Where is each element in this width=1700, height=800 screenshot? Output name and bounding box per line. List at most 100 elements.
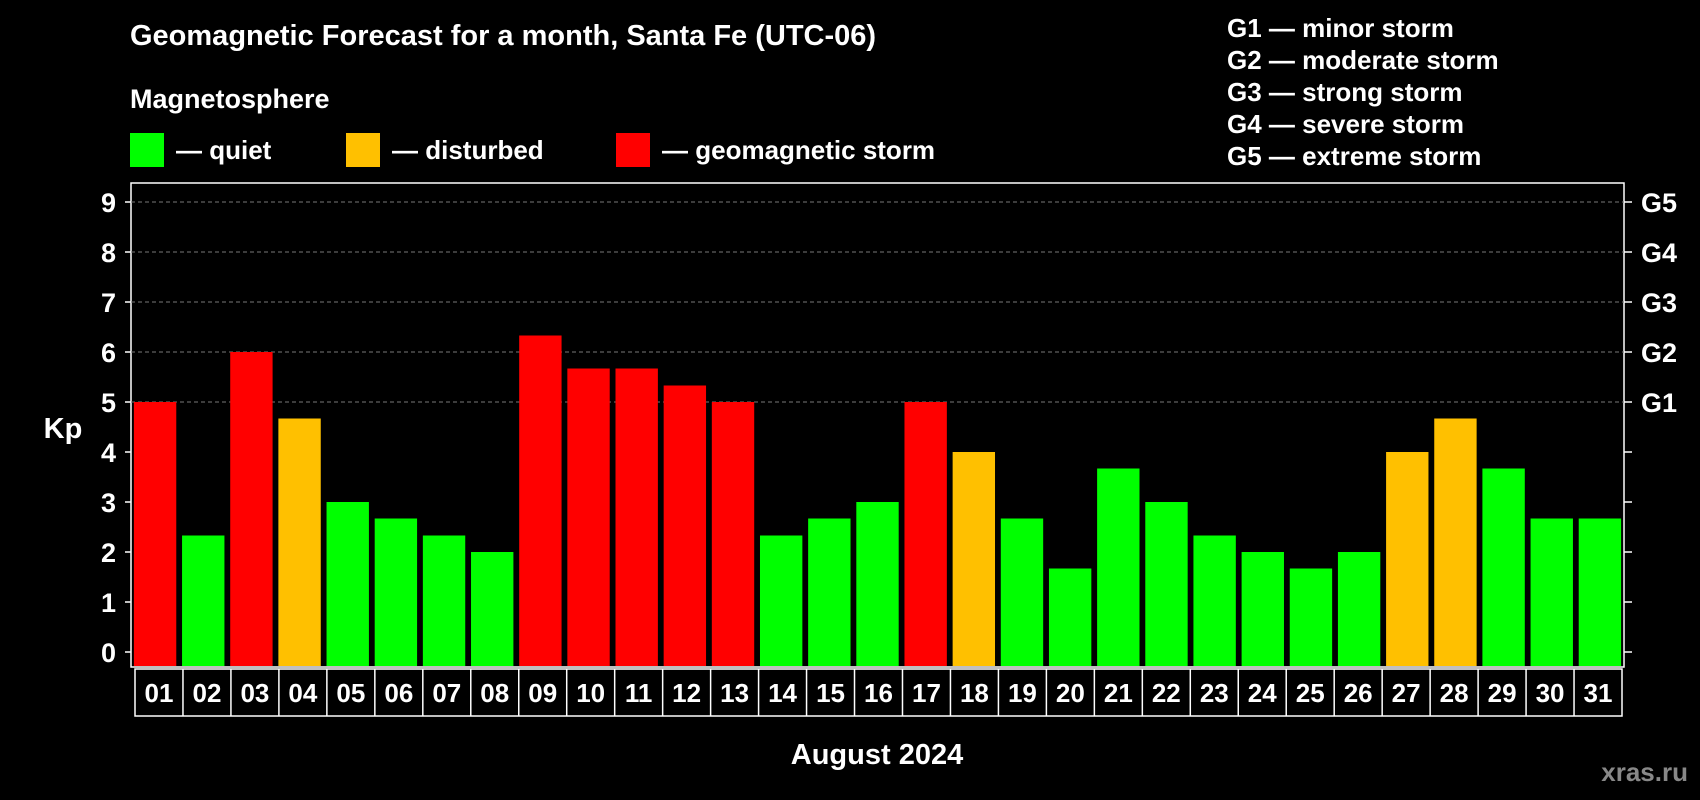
y-tick-label: 7 xyxy=(101,288,116,318)
bar-01 xyxy=(133,402,177,666)
bar-21 xyxy=(1097,468,1140,666)
storm-scale-g5: G5 — extreme storm xyxy=(1227,141,1482,171)
x-tick-label: 12 xyxy=(672,678,701,708)
y-tick-label: 6 xyxy=(101,338,116,368)
bar-14 xyxy=(759,535,803,666)
bar-29 xyxy=(1482,468,1525,666)
storm-scale-list: G1 — minor storm G2 — moderate storm G3 … xyxy=(1227,12,1499,172)
right-axis-label: G3 xyxy=(1641,288,1677,318)
x-tick-label: 10 xyxy=(576,678,605,708)
bar-27 xyxy=(1386,452,1429,666)
x-tick-label: 01 xyxy=(145,678,174,708)
chart-title: Geomagnetic Forecast for a month, Santa … xyxy=(130,20,877,52)
bar-11 xyxy=(615,368,658,666)
x-tick-label: 11 xyxy=(625,678,653,708)
y-tick-label: 5 xyxy=(101,388,116,418)
x-axis-label: August 2024 xyxy=(791,739,963,771)
legend-label-quiet: — quiet xyxy=(176,134,272,165)
bar-28 xyxy=(1434,418,1477,666)
x-tick-label: 19 xyxy=(1008,678,1037,708)
bar-17 xyxy=(904,402,947,666)
x-tick-label: 08 xyxy=(480,678,509,708)
bar-16 xyxy=(856,502,899,666)
bar-05 xyxy=(326,502,369,666)
bar-08 xyxy=(471,552,514,666)
x-tick-label: 09 xyxy=(528,678,557,708)
legend-swatch-quiet xyxy=(130,133,164,167)
right-axis-label: G1 xyxy=(1641,388,1677,418)
x-tick-label: 03 xyxy=(240,678,269,708)
y-axis-label: Kp xyxy=(44,413,83,445)
legend-swatch-disturbed xyxy=(346,133,380,167)
bar-18 xyxy=(952,452,996,666)
bar-07 xyxy=(422,535,466,666)
x-tick-label: 17 xyxy=(912,678,941,708)
legend-swatch-storm xyxy=(616,133,650,167)
plot-frame xyxy=(130,182,1625,668)
x-tick-label: 13 xyxy=(720,678,749,708)
x-category-box xyxy=(134,668,1623,717)
bar-19 xyxy=(1000,518,1044,666)
x-tick-label: 28 xyxy=(1440,678,1469,708)
x-tick-label: 14 xyxy=(768,678,797,708)
bar-24 xyxy=(1241,552,1284,666)
x-tick-label: 04 xyxy=(288,678,317,708)
bar-30 xyxy=(1530,518,1573,666)
right-axis-label: G2 xyxy=(1641,338,1677,368)
x-tick-label: 23 xyxy=(1200,678,1229,708)
storm-scale-g3: G3 — strong storm xyxy=(1227,77,1463,107)
bar-02 xyxy=(182,535,225,666)
x-tick-label: 22 xyxy=(1152,678,1181,708)
right-axis-label: G5 xyxy=(1641,188,1677,218)
bar-04 xyxy=(278,418,321,666)
x-tick-label: 24 xyxy=(1248,678,1277,708)
legend-label-storm: — geomagnetic storm xyxy=(662,134,936,165)
legend-item-quiet: — quiet xyxy=(130,133,271,167)
y-tick-label: 4 xyxy=(101,438,116,468)
bar-26 xyxy=(1337,552,1381,666)
y-tick-label: 1 xyxy=(101,588,116,618)
bar-31 xyxy=(1578,518,1622,666)
x-tick-label: 31 xyxy=(1584,678,1613,708)
chart-subtitle: Magnetosphere xyxy=(130,84,330,114)
bar-03 xyxy=(230,352,273,666)
y-tick-label: 3 xyxy=(101,488,116,518)
x-tick-label: 27 xyxy=(1392,678,1421,708)
x-tick-label: 21 xyxy=(1104,678,1133,708)
bar-15 xyxy=(808,518,851,666)
bar-23 xyxy=(1193,535,1236,666)
x-tick-label: 25 xyxy=(1296,678,1325,708)
right-axis-label: G4 xyxy=(1641,238,1677,268)
x-tick-label: 07 xyxy=(432,678,461,708)
x-tick-label: 16 xyxy=(864,678,893,708)
y-tick-label: 2 xyxy=(101,538,116,568)
bar-10 xyxy=(567,368,610,666)
x-tick-label: 05 xyxy=(336,678,365,708)
bar-13 xyxy=(711,402,755,666)
bar-09 xyxy=(519,335,562,666)
legend-label-disturbed: — disturbed xyxy=(392,134,544,165)
bar-22 xyxy=(1145,502,1188,666)
x-tick-label: 18 xyxy=(960,678,989,708)
storm-scale-g2: G2 — moderate storm xyxy=(1227,45,1499,75)
legend-item-storm: — geomagnetic storm xyxy=(616,133,935,167)
legend-item-disturbed: — disturbed xyxy=(346,133,544,167)
bar-20 xyxy=(1048,568,1092,666)
bar-25 xyxy=(1289,568,1333,666)
x-tick-label: 20 xyxy=(1056,678,1085,708)
x-tick-label: 06 xyxy=(384,678,413,708)
y-tick-label: 9 xyxy=(101,188,116,218)
bar-06 xyxy=(374,518,418,666)
y-tick-label: 8 xyxy=(101,238,116,268)
x-tick-label: 30 xyxy=(1536,678,1565,708)
watermark: xras.ru xyxy=(1601,757,1688,787)
y-tick-label: 0 xyxy=(101,638,116,668)
bar-12 xyxy=(663,385,707,666)
storm-scale-g1: G1 — minor storm xyxy=(1227,13,1454,43)
x-tick-label: 02 xyxy=(192,678,221,708)
storm-scale-g4: G4 — severe storm xyxy=(1227,109,1465,139)
x-tick-label: 26 xyxy=(1344,678,1373,708)
x-tick-label: 29 xyxy=(1488,678,1517,708)
x-tick-label: 15 xyxy=(816,678,845,708)
